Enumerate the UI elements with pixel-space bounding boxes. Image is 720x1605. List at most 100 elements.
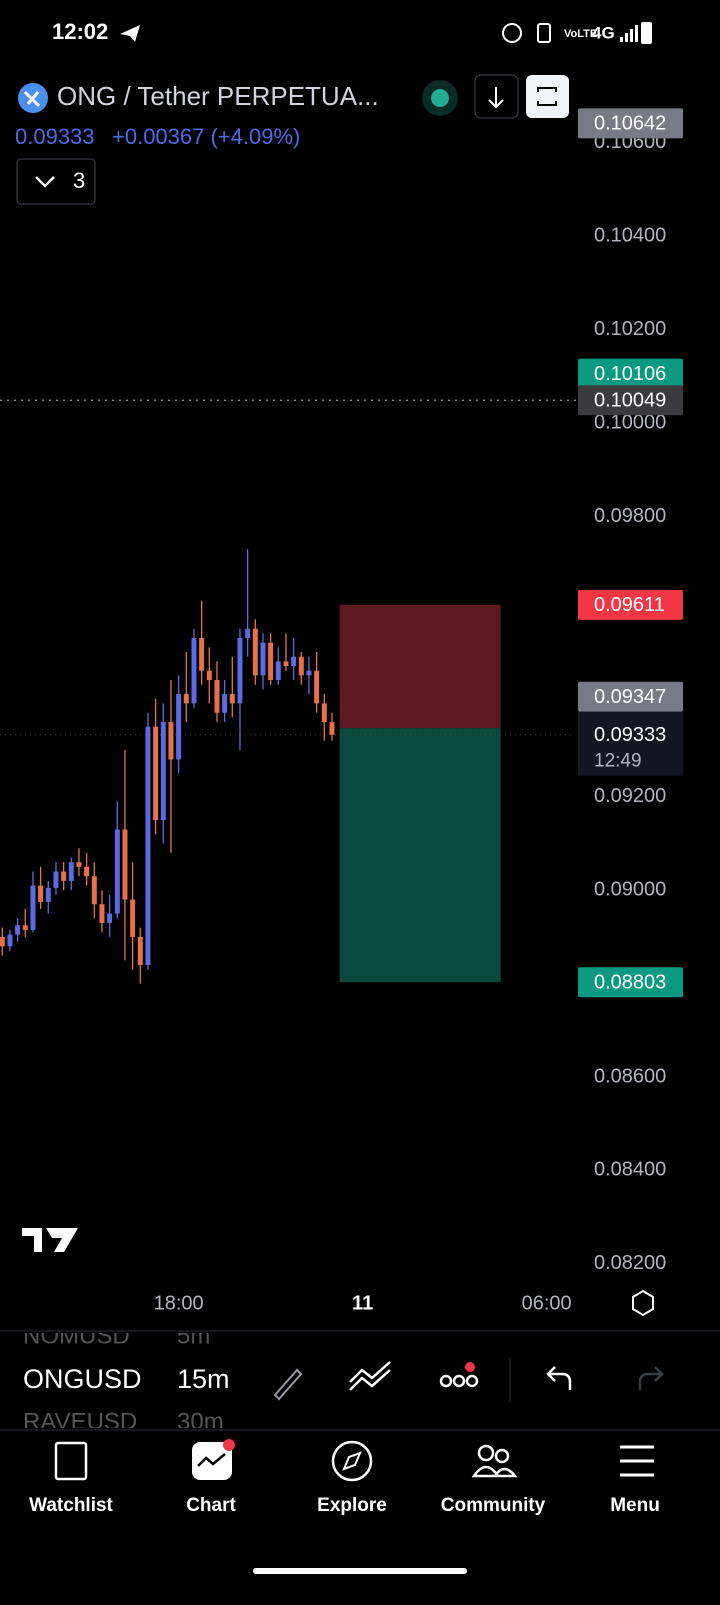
candle-body (160, 722, 166, 821)
candle-body (168, 722, 174, 760)
more-icon (465, 1374, 479, 1388)
nav-label[interactable]: Menu (610, 1495, 660, 1516)
candle-body (275, 661, 281, 681)
plot: 0.08200 0.08400 0.08600 0.09000 0.09200 0.098… (0, 108, 683, 1314)
candle-body (214, 680, 220, 713)
signal-icon (620, 25, 638, 42)
candle-body (229, 694, 235, 704)
price-label-bg (578, 385, 683, 416)
community-icon[interactable] (477, 1444, 495, 1462)
undo-icon[interactable] (546, 1366, 572, 1390)
draw-icon[interactable] (273, 1368, 303, 1401)
price-label: 0.10106 (594, 363, 666, 385)
price-label: 0.09347 (594, 686, 666, 708)
price-label-bg (578, 967, 683, 998)
current-price-label: 0.09333 (594, 724, 666, 746)
battery-icon (641, 22, 652, 44)
candle-body (22, 925, 28, 930)
candle-body (7, 934, 13, 947)
price-label-bg (578, 108, 683, 139)
y-tick-label: 0.08200 (594, 1252, 666, 1274)
nav-label[interactable]: Chart (186, 1495, 236, 1516)
y-tick-label: 0.08400 (594, 1159, 666, 1181)
symbol-title[interactable]: ONG / Tether PERPETUA... (57, 81, 379, 111)
network: 4G (592, 23, 615, 42)
candle-body (84, 866, 90, 877)
candle-body (329, 722, 335, 735)
candle-body (252, 628, 258, 676)
countdown: 12:49 (594, 751, 642, 772)
tv-logo (22, 1228, 78, 1252)
candle-body (298, 656, 304, 676)
candle-body (237, 638, 243, 704)
vibrate-icon (537, 23, 551, 43)
candle-body (145, 726, 151, 965)
candle-body (306, 670, 312, 676)
community-icon (494, 1448, 510, 1464)
symbol-item[interactable]: NOMUSD (23, 1322, 130, 1349)
fullscreen-btn[interactable] (526, 75, 569, 118)
redo-icon[interactable] (638, 1366, 664, 1390)
candle-body (199, 638, 205, 671)
badge (465, 1362, 475, 1372)
watchlist-icon[interactable] (54, 1441, 88, 1481)
explore-icon[interactable] (331, 1440, 373, 1482)
interval-item[interactable]: 5m (177, 1322, 210, 1349)
candle-body (38, 885, 44, 902)
candle-body (53, 871, 59, 888)
candle-body (222, 694, 228, 713)
candle-body (137, 936, 143, 965)
clock: 12:02 (52, 19, 108, 44)
candle-body (245, 628, 251, 639)
y-tick-label: 0.10000 (594, 411, 666, 433)
candle-body (15, 925, 21, 935)
nav-label[interactable]: Watchlist (29, 1495, 113, 1516)
fullscreen-icon (537, 87, 557, 106)
badge (223, 1439, 235, 1451)
symbol-item[interactable]: RAVEUSD (23, 1408, 137, 1435)
candle-body (91, 876, 97, 905)
chevron (35, 176, 55, 188)
candle-body (183, 694, 189, 704)
volte: VoLTE (564, 28, 597, 40)
telegram-icon (120, 25, 140, 42)
price-label: 0.09611 (594, 594, 665, 616)
more-icon[interactable] (439, 1374, 453, 1388)
candle-body (130, 899, 136, 937)
candle-body (268, 642, 274, 681)
indicators-icon[interactable] (349, 1361, 391, 1391)
settings-icon[interactable] (632, 1289, 654, 1317)
price-label: 0.10049 (594, 390, 666, 412)
more-icon (452, 1374, 466, 1388)
interval-item[interactable]: 15m (177, 1364, 230, 1394)
candle-body (321, 703, 327, 723)
candle-body (99, 904, 105, 923)
interval-item[interactable]: 30m (177, 1408, 224, 1435)
price-label-bg (578, 681, 683, 712)
price-label: 0.08803 (594, 972, 666, 994)
nav-label[interactable]: Community (441, 1495, 546, 1516)
menu-icon[interactable] (620, 1445, 654, 1477)
x-tick-label: 06:00 (522, 1292, 572, 1314)
x-tick-label: 11 (352, 1292, 373, 1314)
candle-body (176, 694, 182, 760)
alarm-icon (502, 23, 522, 43)
market-dot (431, 89, 449, 107)
candle-body (206, 670, 212, 681)
indicator-toggle[interactable] (16, 158, 96, 205)
candle-body (107, 913, 113, 923)
chart-icon[interactable] (192, 1442, 232, 1480)
nav-label[interactable]: Explore (317, 1495, 387, 1516)
chart-glyph (197, 1453, 226, 1467)
price-label-bg (578, 358, 683, 389)
symbol-item[interactable]: ONGUSD (23, 1364, 142, 1394)
target-zone (339, 728, 501, 983)
candle-body (76, 862, 82, 867)
y-tick-label: 0.10400 (594, 225, 666, 247)
nav-bar: Watchlist Chart Explore Community Menu (29, 1495, 660, 1516)
price-label: 0.10642 (594, 113, 666, 135)
community-icon (471, 1465, 518, 1478)
home-indicator (253, 1568, 467, 1574)
logo-mark (23, 90, 41, 108)
